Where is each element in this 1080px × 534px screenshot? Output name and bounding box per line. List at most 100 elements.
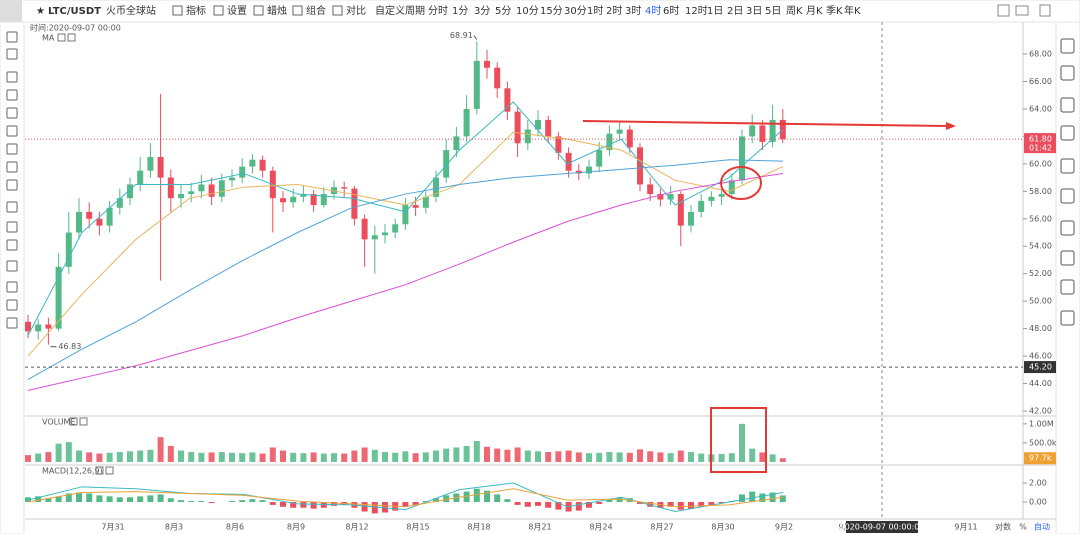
close-icon[interactable]	[105, 466, 114, 475]
toolbar-button[interactable]: 蜡烛	[267, 4, 287, 17]
tool-icon[interactable]	[6, 260, 18, 272]
period[interactable]: 3时	[625, 5, 641, 17]
time-label: 7月31	[101, 523, 124, 532]
auto-toggle[interactable]: 自动	[1034, 522, 1050, 532]
button-icon[interactable]	[213, 5, 224, 16]
eye-icon[interactable]	[95, 466, 104, 475]
period[interactable]: 月K	[806, 5, 823, 17]
camera-icon[interactable]	[1015, 5, 1029, 16]
period[interactable]: 季K	[826, 5, 843, 17]
tool-icon[interactable]	[6, 161, 18, 173]
period[interactable]: 10分	[516, 5, 539, 17]
volume-bar	[167, 445, 174, 462]
period[interactable]: 5分	[495, 5, 511, 17]
eye-icon[interactable]	[57, 33, 66, 42]
period[interactable]: 3分	[474, 5, 490, 17]
period[interactable]: 12时	[685, 5, 708, 17]
candle-body	[382, 232, 388, 236]
side-icon[interactable]	[1060, 38, 1075, 54]
period[interactable]: 1时	[587, 5, 603, 17]
volume-bar	[96, 453, 103, 462]
period[interactable]: 5日	[765, 6, 781, 17]
candle-body	[198, 184, 205, 192]
period[interactable]: 3日	[746, 6, 762, 17]
period[interactable]: 年K	[844, 4, 861, 17]
period[interactable]: 2日	[727, 6, 743, 17]
custom-period[interactable]: 自定义周期	[375, 4, 425, 17]
period[interactable]: 4时	[645, 5, 661, 17]
side-icon[interactable]	[1060, 220, 1075, 236]
settings-icon[interactable]	[67, 33, 76, 42]
macd-bar	[637, 502, 643, 504]
volume-bar	[739, 423, 745, 462]
time-label: 8月9	[287, 523, 305, 532]
avatar[interactable]	[0, 0, 22, 22]
toolbar-button[interactable]: 组合	[306, 4, 326, 17]
button-icon[interactable]	[253, 5, 264, 16]
tool-icon[interactable]	[6, 31, 18, 43]
toolbar-button[interactable]: 对比	[346, 4, 366, 17]
macd-bar	[361, 502, 368, 512]
toolbar-button[interactable]: 设置	[227, 5, 247, 17]
period[interactable]: 2时	[606, 5, 622, 17]
period[interactable]: 1分	[452, 5, 468, 17]
macd-bar	[422, 501, 429, 503]
fullscreen-icon[interactable]	[1039, 4, 1051, 17]
period[interactable]: 6时	[663, 5, 679, 17]
volume-bar	[137, 450, 144, 462]
tool-icon[interactable]	[6, 239, 18, 251]
tool-icon[interactable]	[6, 317, 18, 329]
right-toolbar	[1055, 21, 1080, 534]
period[interactable]: 15分	[540, 5, 563, 17]
period[interactable]: 周K	[786, 5, 803, 17]
side-icon[interactable]	[1060, 158, 1075, 174]
period[interactable]: 30分	[564, 5, 587, 17]
volume-bar	[320, 453, 327, 462]
button-icon[interactable]	[332, 5, 343, 16]
close-icon[interactable]	[79, 417, 88, 426]
tool-icon[interactable]	[6, 107, 18, 119]
period[interactable]: 分时	[428, 5, 448, 17]
settings-icon[interactable]	[997, 4, 1010, 17]
percent-toggle[interactable]: %	[1019, 523, 1027, 532]
side-icon[interactable]	[1060, 97, 1075, 113]
macd-bar	[310, 502, 317, 509]
macd-bar	[718, 502, 725, 503]
side-icon[interactable]	[1060, 125, 1075, 141]
tool-icon[interactable]	[6, 299, 18, 311]
y-tick-label: 42.00	[1029, 407, 1052, 416]
log-toggle[interactable]: 对数	[995, 522, 1011, 532]
star-icon[interactable]: ★	[36, 6, 45, 17]
period[interactable]: 1日	[707, 6, 723, 17]
side-icon[interactable]	[1060, 310, 1075, 326]
side-icon[interactable]	[1060, 65, 1075, 81]
tool-icon[interactable]	[6, 281, 18, 293]
button-icon[interactable]	[292, 5, 303, 16]
tool-icon[interactable]	[6, 48, 18, 60]
time-label: 8月15	[406, 523, 429, 532]
tool-icon[interactable]	[6, 201, 18, 213]
tool-icon[interactable]	[6, 125, 18, 137]
tool-icon[interactable]	[6, 143, 18, 155]
side-icon[interactable]	[1060, 250, 1075, 266]
eye-icon[interactable]	[69, 417, 78, 426]
y-tick-label: 500.0k	[1029, 438, 1057, 447]
tool-icon[interactable]	[6, 179, 18, 191]
volume-bar	[218, 452, 225, 462]
macd-bar	[86, 493, 93, 503]
macd-bar	[167, 498, 174, 503]
toolbar-button[interactable]: 指标	[186, 4, 206, 17]
macd-bar	[300, 502, 307, 508]
side-icon[interactable]	[1060, 188, 1075, 204]
tool-icon[interactable]	[6, 221, 18, 233]
tool-icon[interactable]	[6, 89, 18, 101]
current-price: 61.80	[1029, 135, 1052, 144]
volume-bar	[127, 451, 133, 462]
symbol[interactable]: LTC/USDT	[48, 6, 101, 17]
side-icon[interactable]	[1060, 279, 1075, 295]
volume-bar	[637, 449, 643, 462]
tool-icon[interactable]	[6, 71, 18, 83]
button-icon[interactable]	[172, 5, 183, 16]
candle-body	[545, 119, 552, 137]
